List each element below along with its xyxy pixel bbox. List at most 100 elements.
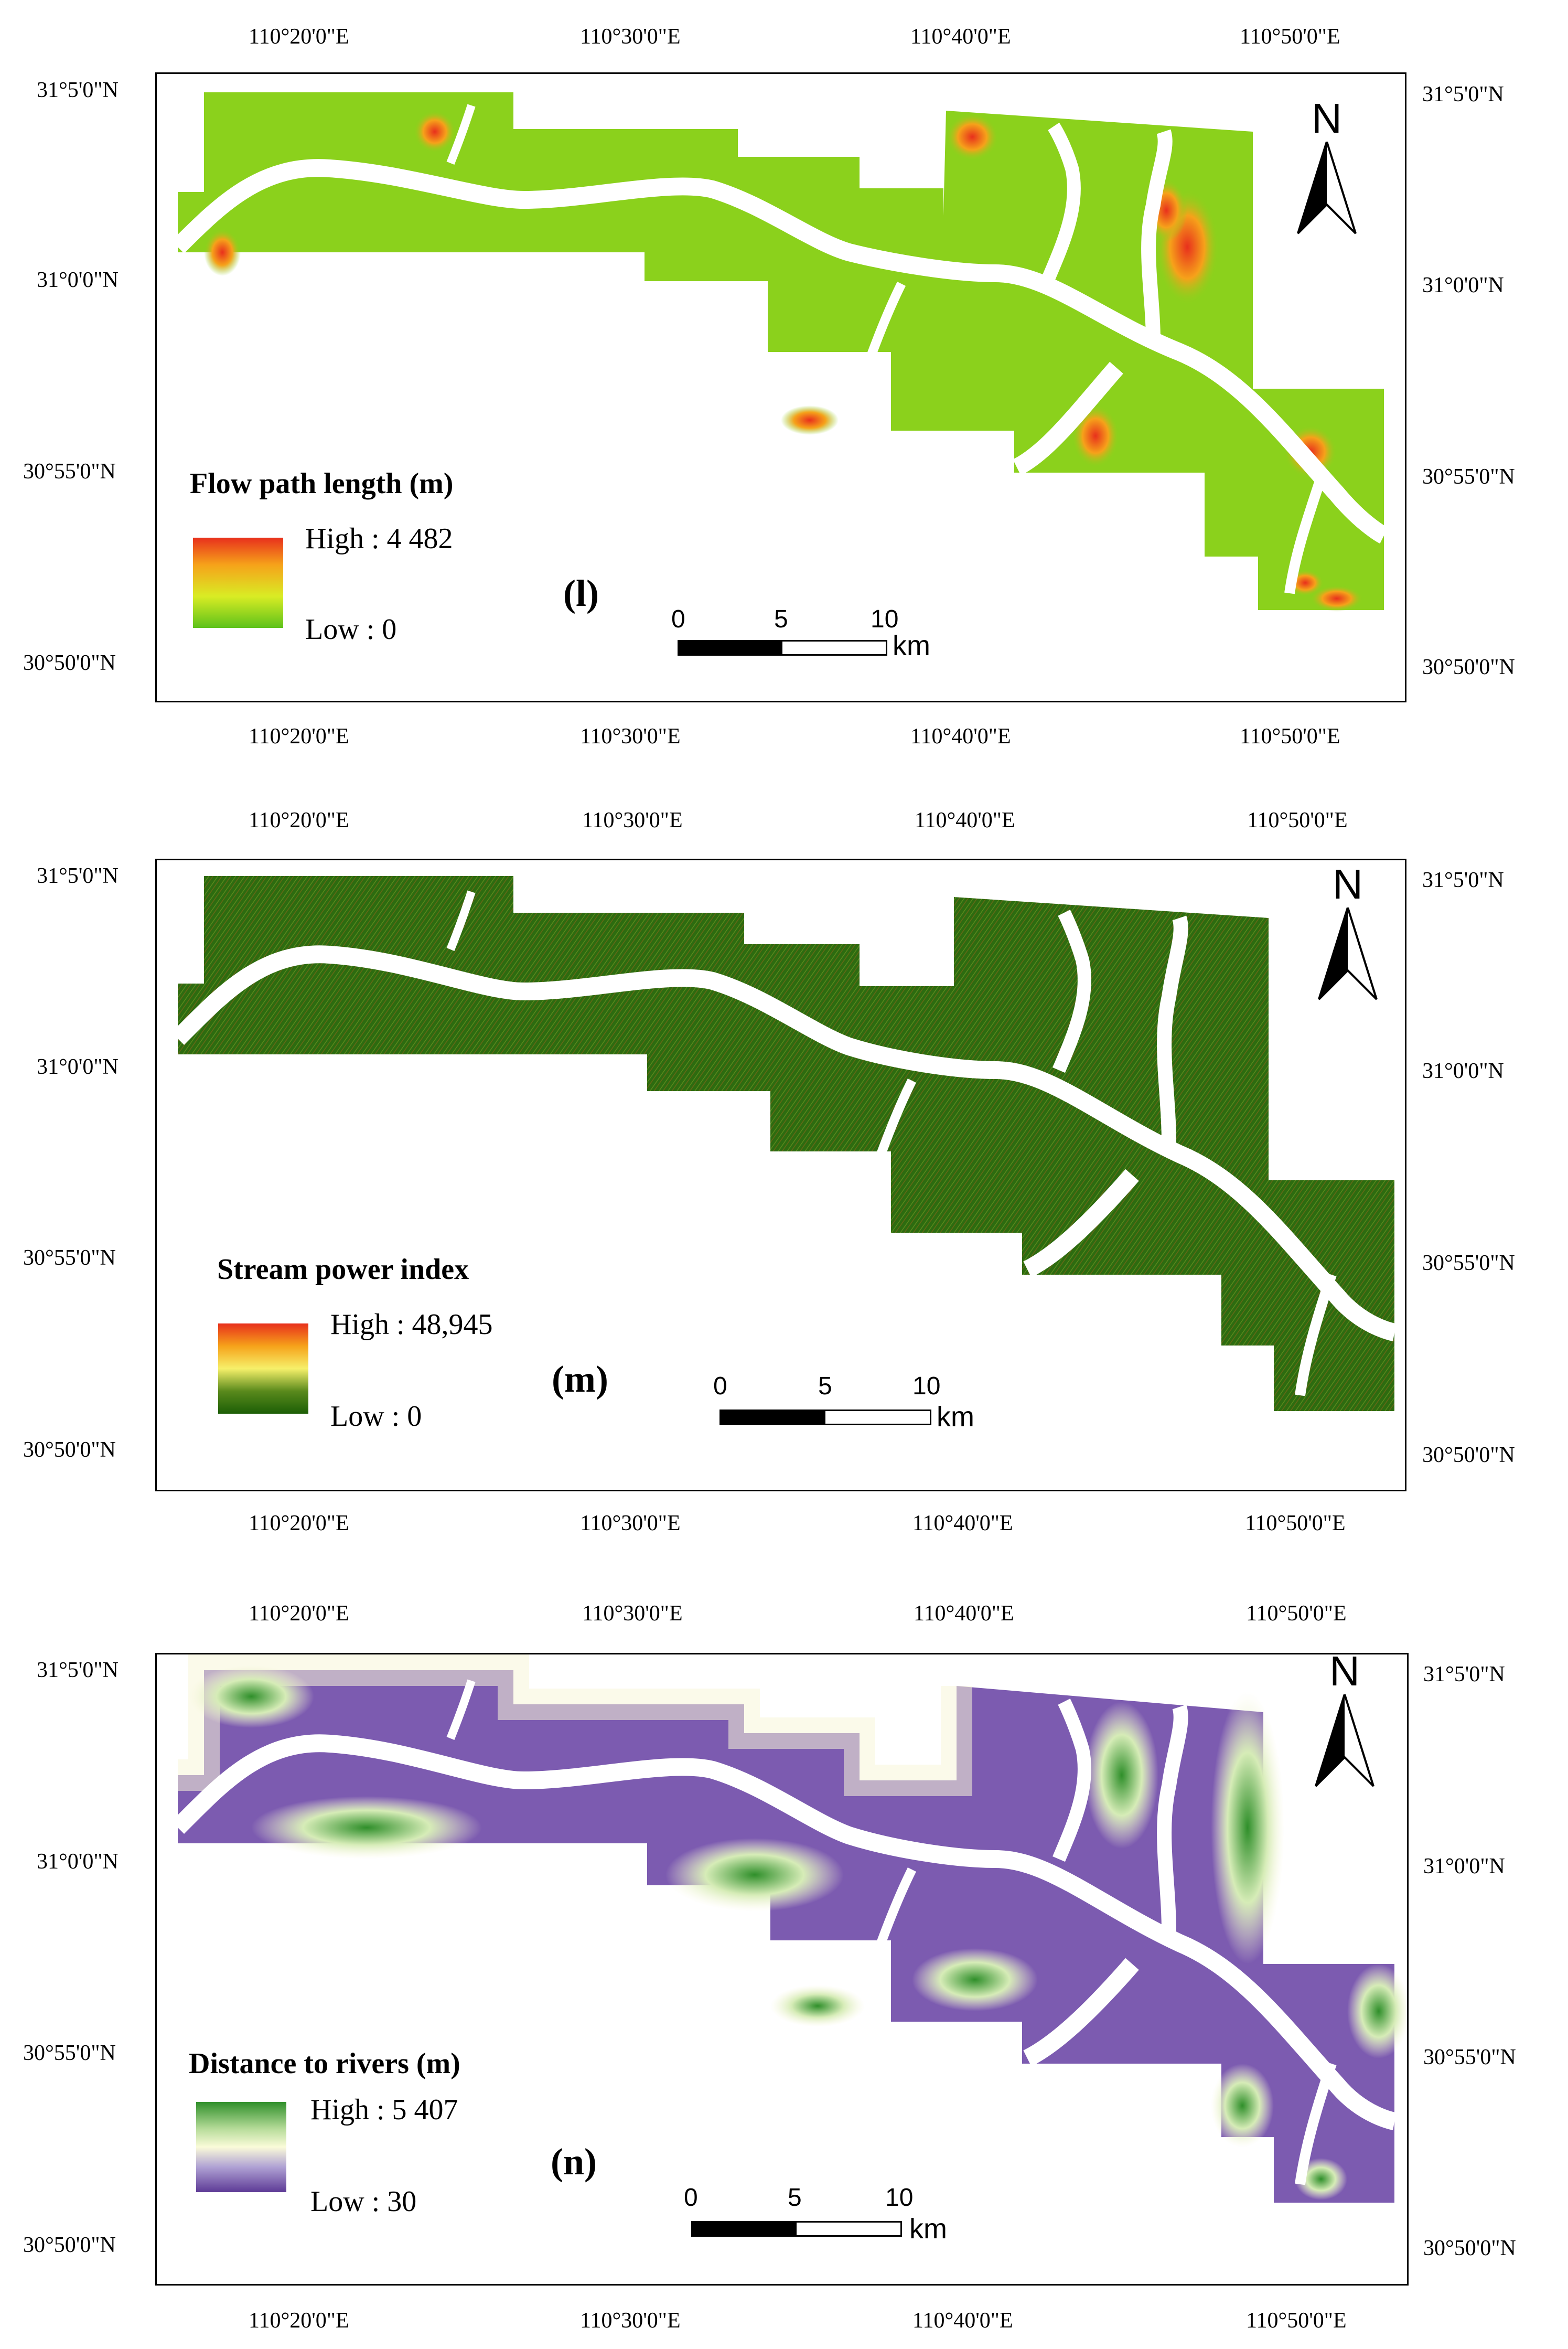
map-panel-l: 110°20'0"E 110°30'0"E 110°40'0"E 110°50'… [0, 0, 1568, 766]
north-letter: N [1312, 95, 1342, 142]
scale-tick-5-m: 5 [818, 1372, 832, 1400]
lon-label-bottom-3: 110°40'0"E [910, 724, 1011, 749]
scale-unit-m: km [937, 1401, 974, 1433]
lat-label-right-4: 30°50'0"N [1422, 1443, 1515, 1467]
north-arrow-icon [1297, 142, 1357, 234]
legend-high-n: High : 5 407 [310, 2094, 458, 2126]
lat-label-left-3: 30°55'0"N [23, 1246, 116, 1270]
lat-label-left-1: 31°5'0"N [37, 78, 119, 102]
legend-high-l: High : 4 482 [305, 522, 453, 555]
panel-label-l: (l) [563, 572, 599, 614]
map-raster-l [171, 92, 1388, 612]
legend-ramp-m [218, 1323, 308, 1414]
lon-label-bottom-4: 110°50'0"E [1245, 1511, 1346, 1535]
scale-tick-10-n: 10 [885, 2184, 914, 2212]
legend-low-n: Low : 30 [310, 2185, 417, 2218]
river-main-m [171, 945, 1397, 1341]
lat-label-left-4: 30°50'0"N [23, 2233, 116, 2257]
lat-label-right-2: 31°0'0"N [1423, 1854, 1505, 1878]
study-area-m [178, 876, 1394, 1411]
panel-label-n: (n) [551, 2141, 597, 2183]
scale-unit-l: km [893, 630, 930, 661]
map-panel-m: 110°20'0"E 110°30'0"E 110°40'0"E 110°50'… [0, 787, 1568, 1553]
map-frame-l [155, 72, 1406, 702]
map-raster-m [171, 876, 1397, 1411]
lat-label-left-2: 31°0'0"N [37, 1850, 119, 1874]
lon-label-top-4: 110°50'0"E [1240, 25, 1340, 49]
legend-high-m: High : 48,945 [330, 1308, 493, 1341]
legend-title-l: Flow path length (m) [190, 467, 454, 500]
scale-tick-0-m: 0 [713, 1372, 727, 1400]
lat-label-right-1: 31°5'0"N [1422, 82, 1504, 106]
scale-tick-5-n: 5 [788, 2184, 802, 2212]
lat-label-right-3: 30°55'0"N [1423, 2045, 1516, 2069]
legend-low-m: Low : 0 [330, 1400, 422, 1433]
map-frame-m [155, 859, 1406, 1491]
lat-label-left-3: 30°55'0"N [23, 2041, 116, 2065]
lat-label-right-2: 31°0'0"N [1422, 1059, 1504, 1083]
lon-label-top-3: 110°40'0"E [915, 808, 1015, 832]
lon-label-bottom-3: 110°40'0"E [912, 1511, 1013, 1535]
lat-label-left-3: 30°55'0"N [23, 460, 116, 484]
lon-label-top-1: 110°20'0"E [249, 1601, 349, 1626]
scale-tick-5-l: 5 [774, 605, 788, 633]
river-main-n [171, 1734, 1397, 2130]
lon-label-bottom-1: 110°20'0"E [249, 1511, 349, 1535]
scale-bar-l [678, 640, 887, 656]
map-raster-n [171, 1654, 1407, 2203]
lat-label-left-2: 31°0'0"N [37, 268, 119, 292]
map-frame-n [155, 1653, 1409, 2286]
north-arrow-l: N [1290, 94, 1363, 236]
study-area-l [178, 92, 1384, 610]
scale-tick-10-m: 10 [912, 1372, 941, 1400]
panel-label-m: (m) [552, 1358, 608, 1400]
lat-label-right-4: 30°50'0"N [1422, 655, 1515, 679]
north-arrow-n: N [1308, 1647, 1381, 1789]
river-main-l [171, 159, 1388, 544]
lon-label-bottom-4: 110°50'0"E [1240, 724, 1340, 749]
lon-label-bottom-2: 110°30'0"E [580, 1511, 681, 1535]
lat-label-left-1: 31°5'0"N [37, 1658, 119, 1682]
lon-label-top-3: 110°40'0"E [914, 1601, 1014, 1626]
lon-label-bottom-2: 110°30'0"E [580, 2309, 681, 2333]
scale-tick-0-n: 0 [684, 2184, 698, 2212]
lat-label-left-4: 30°50'0"N [23, 1438, 116, 1462]
lon-label-top-3: 110°40'0"E [910, 25, 1011, 49]
lon-label-bottom-2: 110°30'0"E [580, 724, 681, 749]
lon-label-top-4: 110°50'0"E [1247, 808, 1348, 832]
legend-title-m: Stream power index [217, 1253, 469, 1286]
north-arrow-m: N [1311, 860, 1384, 1002]
legend-ramp-l [193, 538, 283, 628]
north-arrow-icon [1315, 1694, 1374, 1787]
lat-label-right-3: 30°55'0"N [1422, 465, 1515, 489]
lon-label-top-2: 110°30'0"E [582, 808, 683, 832]
lon-label-bottom-4: 110°50'0"E [1246, 2309, 1347, 2333]
lon-label-bottom-3: 110°40'0"E [912, 2309, 1013, 2333]
lat-label-right-1: 31°5'0"N [1423, 1662, 1505, 1686]
lon-label-bottom-1: 110°20'0"E [249, 724, 349, 749]
scale-tick-10-l: 10 [871, 605, 899, 633]
lon-label-top-2: 110°30'0"E [582, 1601, 683, 1626]
lon-label-top-1: 110°20'0"E [249, 808, 349, 832]
north-arrow-icon [1318, 907, 1378, 1000]
lat-label-left-2: 31°0'0"N [37, 1055, 119, 1079]
north-letter: N [1329, 1648, 1360, 1694]
lon-label-top-1: 110°20'0"E [249, 25, 349, 49]
lat-label-left-4: 30°50'0"N [23, 651, 116, 675]
scale-unit-n: km [909, 2213, 947, 2245]
legend-low-l: Low : 0 [305, 613, 397, 646]
lat-label-right-3: 30°55'0"N [1422, 1251, 1515, 1275]
map-panel-n: 110°20'0"E 110°30'0"E 110°40'0"E 110°50'… [0, 1574, 1568, 2349]
lon-label-bottom-1: 110°20'0"E [249, 2309, 349, 2333]
scale-tick-0-l: 0 [671, 605, 685, 633]
lat-label-right-1: 31°5'0"N [1422, 868, 1504, 892]
north-letter: N [1333, 861, 1363, 907]
legend-title-n: Distance to rivers (m) [189, 2047, 460, 2080]
lon-label-top-2: 110°30'0"E [580, 25, 681, 49]
scale-bar-n [691, 2221, 902, 2237]
legend-ramp-n [196, 2102, 286, 2192]
scale-bar-m [719, 1410, 931, 1425]
lat-label-right-4: 30°50'0"N [1423, 2236, 1516, 2260]
lon-label-top-4: 110°50'0"E [1246, 1601, 1347, 1626]
lat-label-right-2: 31°0'0"N [1422, 273, 1504, 297]
